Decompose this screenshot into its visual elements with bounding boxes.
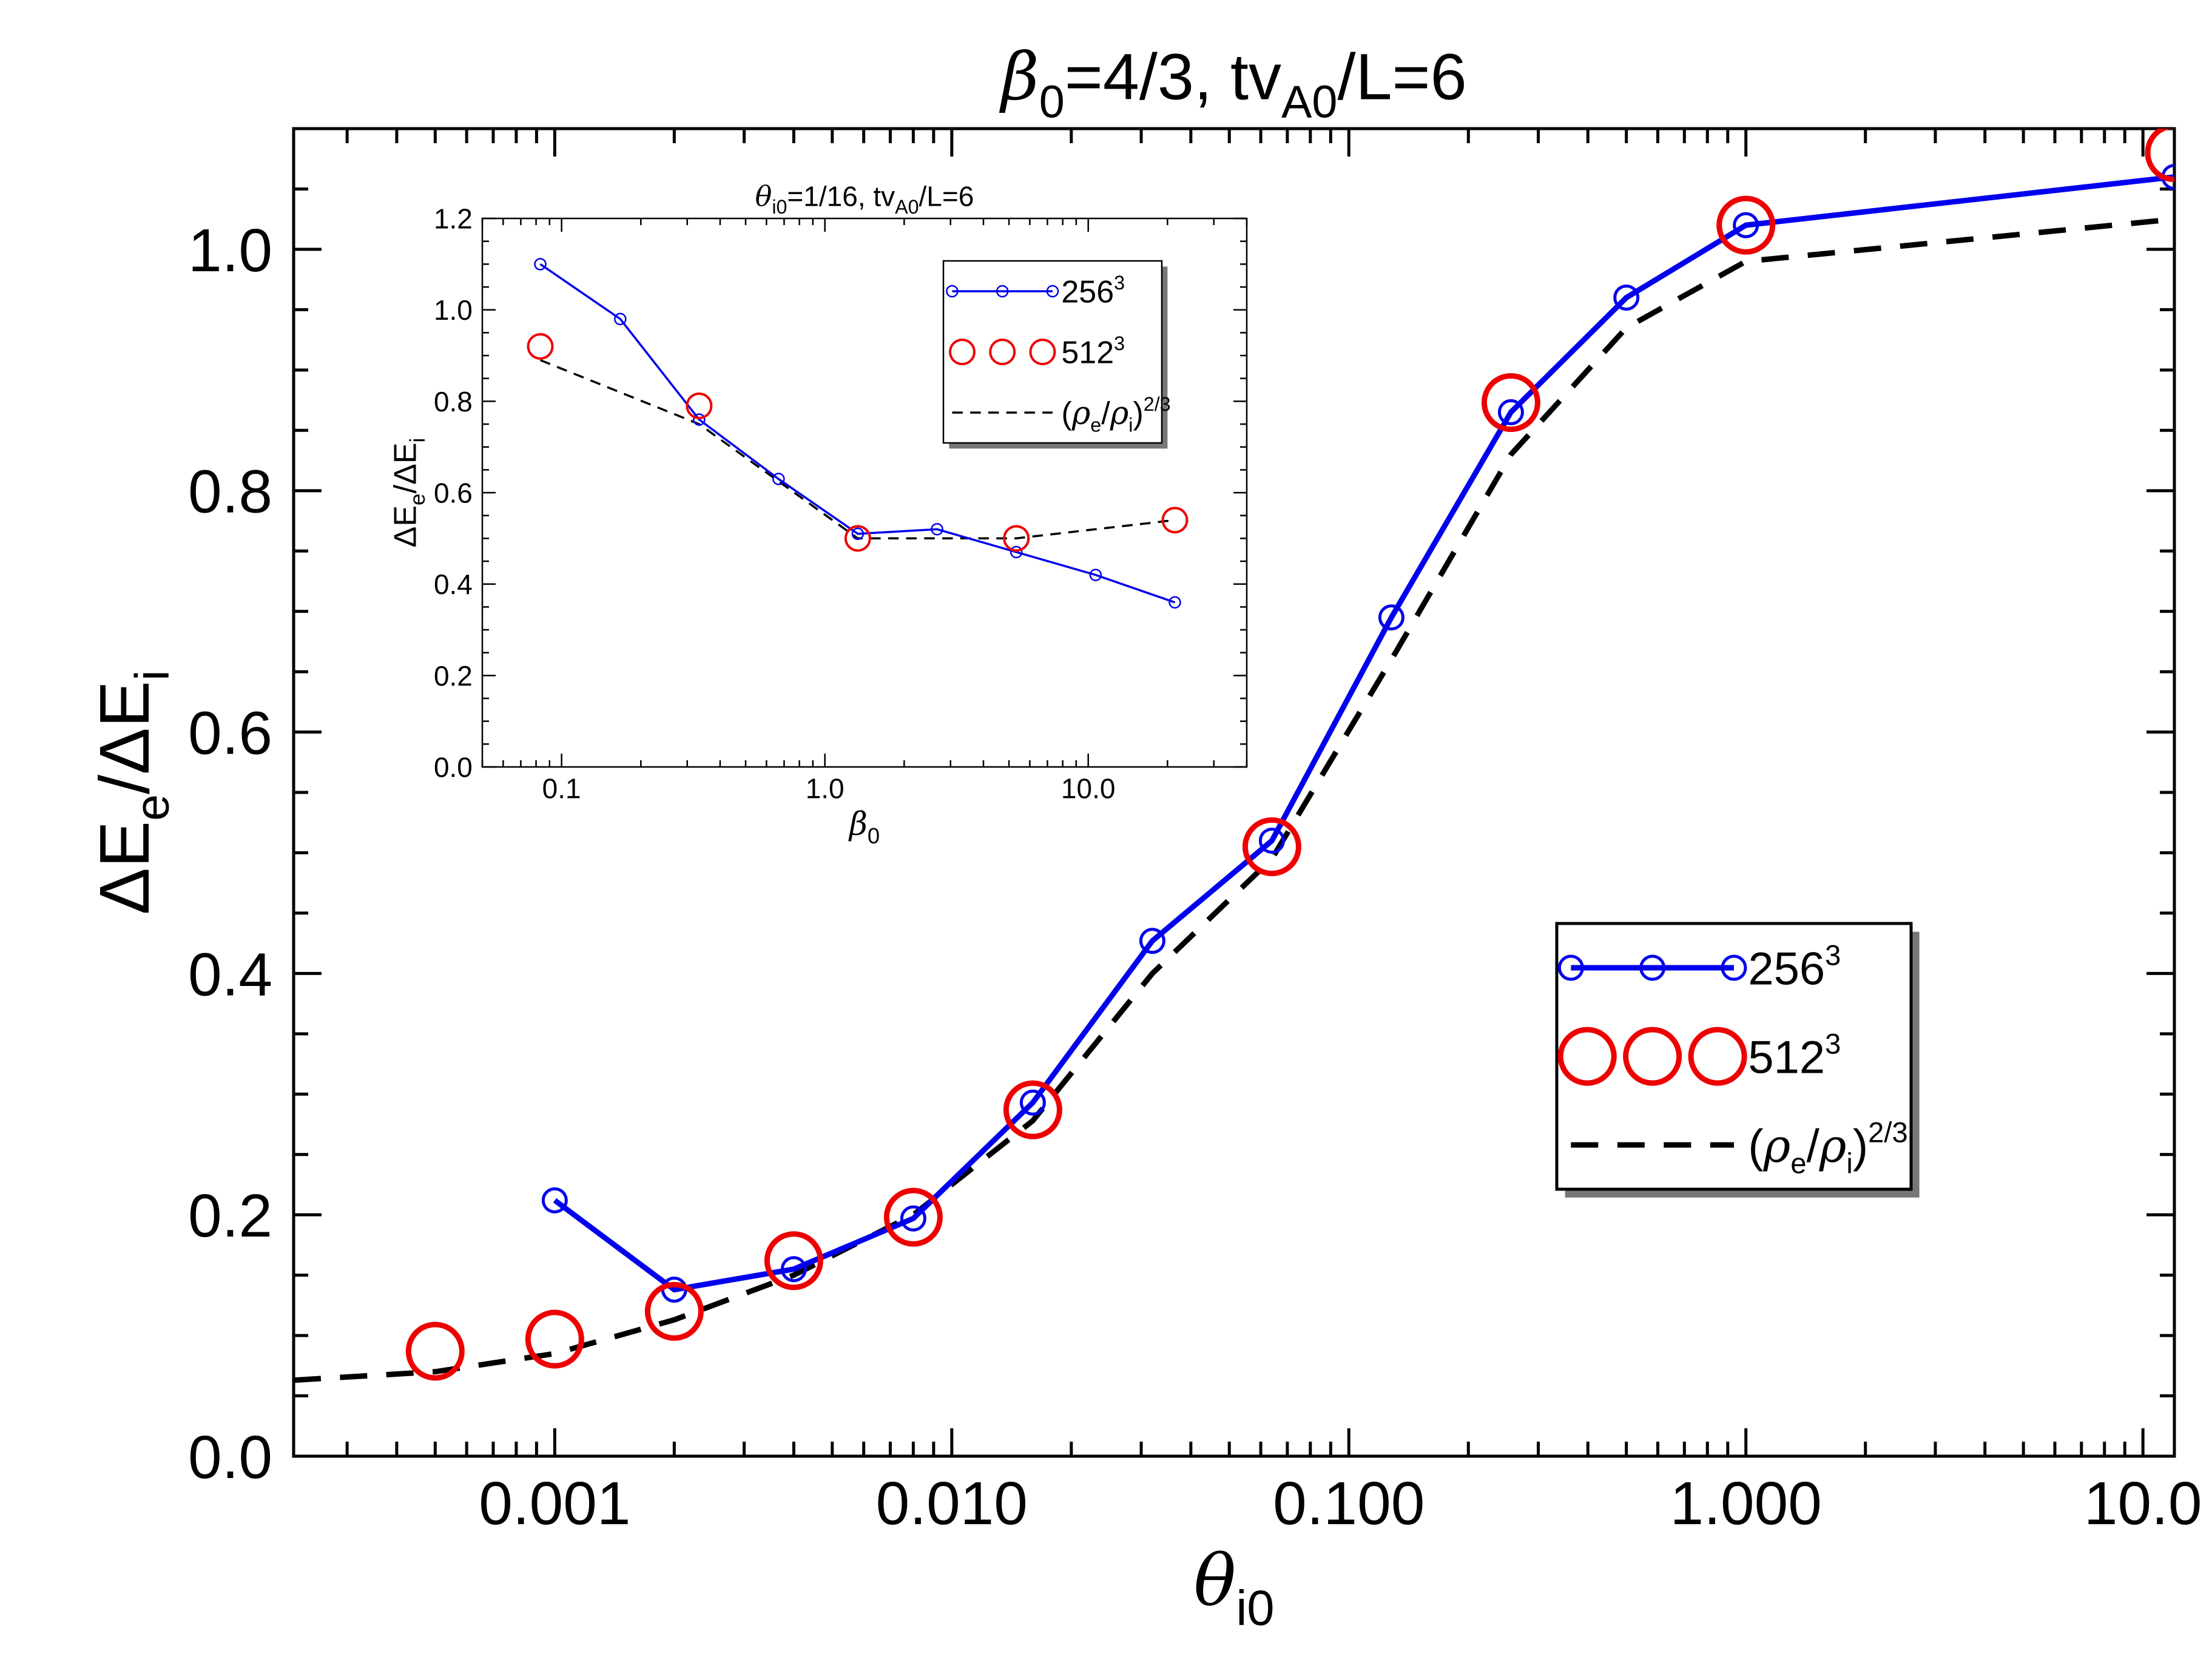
main-series-group [294, 129, 2174, 1383]
main-series-512-point [1481, 373, 1540, 433]
inset-x-tick-label: 10.0 [1061, 773, 1116, 805]
main-series-256-point [1497, 399, 1524, 425]
inset-series-256-point [851, 527, 865, 541]
main-series-256-point [780, 1256, 807, 1283]
main-legend-256-marker [1721, 954, 1747, 981]
inset-legend-256-marker [1046, 285, 1059, 298]
inset-y-tick-label: 1.2 [434, 203, 473, 235]
main-x-tick-label: 0.010 [876, 1470, 1028, 1538]
main-legend-256-marker [1557, 954, 1584, 981]
main-legend-512-marker [1557, 1027, 1617, 1086]
main-y-tick-label: 0.8 [188, 458, 272, 526]
main-series-256-point [1258, 828, 1285, 854]
main-series-256-line [553, 174, 2174, 1293]
inset-series-512-point [1003, 525, 1030, 552]
inset-y-tick-label: 1.0 [434, 294, 473, 326]
main-y-tick-label: 0.0 [188, 1423, 272, 1491]
inset-series-256-point [1168, 596, 1181, 609]
main-series-512-point [1242, 817, 1301, 877]
main-x-tick-label: 1.000 [1670, 1470, 1822, 1538]
inset-legend: 2563 5123 (ρe/ρi)2/3 [942, 260, 1171, 449]
main-series-512-point [1003, 1080, 1062, 1139]
inset-x-tick-label: 0.1 [542, 773, 581, 805]
inset-x-tick-label: 1.0 [806, 773, 845, 805]
inset-y-tick-label: 0.4 [434, 569, 473, 600]
main-series-512-point [764, 1231, 823, 1291]
inset-series-256-point [1010, 545, 1023, 559]
inset-y-tick-label: 0.2 [434, 660, 473, 692]
inset-series-256-point [614, 312, 627, 325]
main-series-512-point [2145, 129, 2174, 183]
main-y-tick-label: 0.4 [188, 940, 272, 1008]
main-x-tick-label: 10.0 [2084, 1470, 2202, 1538]
main-series-512-point [405, 1322, 465, 1381]
inset-series-512-point [1161, 507, 1189, 534]
main-y-tick-label: 0.6 [188, 700, 272, 768]
main-series-256-point [900, 1205, 926, 1232]
inset-legend-256-marker [996, 285, 1009, 298]
main-legend-label: (ρe/ρi)2/3 [1748, 1116, 1907, 1179]
inset-series-rho-ratio-line [539, 359, 1175, 540]
inset-series-256-line [539, 263, 1176, 604]
inset-y-tick-label: 0.8 [434, 386, 473, 417]
inset-series-512-point [527, 332, 554, 360]
main-x-tick-label: 0.100 [1273, 1470, 1425, 1538]
main-series-512-point [644, 1281, 704, 1341]
main-y-axis-label: ΔEe/ΔEi [85, 670, 178, 914]
main-legend: 2563 5123 (ρe/ρi)2/3 [1555, 922, 1920, 1198]
main-series-256-point [1378, 604, 1404, 631]
main-series-256-point [541, 1187, 568, 1213]
main-series-256-point [1613, 284, 1640, 311]
main-x-tick-label: 0.001 [479, 1470, 630, 1538]
inset-legend-label: 5123 [1061, 332, 1125, 371]
main-series-512-point [1716, 195, 1776, 255]
inset-x-axis-label: β0 [848, 806, 880, 848]
inset-y-tick-label: 0.6 [434, 478, 473, 509]
main-legend-512-marker [1688, 1027, 1747, 1086]
main-series-256-point [1139, 928, 1165, 954]
main-series-256-point [1733, 212, 1759, 238]
inset-series-256-point [693, 413, 706, 426]
inset-series-256-point [1089, 569, 1102, 581]
inset-legend-512-marker [989, 339, 1016, 365]
inset-legend-512-marker [948, 339, 976, 365]
inset-legend-label: (ρe/ρi)2/3 [1061, 393, 1170, 436]
inset-y-axis-label: ΔEe/ΔEi [388, 438, 430, 548]
inset-legend-label: 2563 [1061, 272, 1125, 310]
inset-series-256-point [772, 473, 785, 485]
main-y-tick-label: 0.2 [188, 1182, 272, 1250]
main-series-rho-ratio-line [294, 216, 2174, 1383]
inset-series-512-point [686, 392, 713, 419]
main-legend-512-marker [1623, 1027, 1682, 1086]
main-chart-title: β0=4/3, tvA0/L=6 [999, 39, 1466, 127]
main-x-axis-label: θi0 [1193, 1540, 1274, 1635]
main-y-tick-label: 1.0 [188, 217, 272, 285]
main-legend-label: 2563 [1748, 939, 1841, 994]
inset-legend-256-marker [946, 285, 959, 298]
main-series-512-point [525, 1309, 584, 1369]
main-series-512-point [883, 1187, 943, 1247]
inset-legend-512-marker [1029, 339, 1056, 365]
main-legend-256-marker [1639, 954, 1666, 981]
inset-series-512-point [844, 525, 871, 552]
inset-y-tick-label: 0.0 [434, 752, 473, 783]
main-legend-label: 5123 [1748, 1027, 1841, 1083]
inset-chart-title: θi0=1/16, tvA0/L=6 [755, 180, 974, 218]
main-series-256-point [1019, 1089, 1046, 1116]
inset-series-group [527, 258, 1189, 609]
inset-chart: 0.1 1.0 10.0 0.0 0.2 0.4 0.6 0.8 1.0 1.2 β0 ΔEe/ΔEi… [388, 180, 1248, 848]
inset-series-256-point [931, 523, 943, 536]
inset-series-256-point [534, 258, 547, 271]
